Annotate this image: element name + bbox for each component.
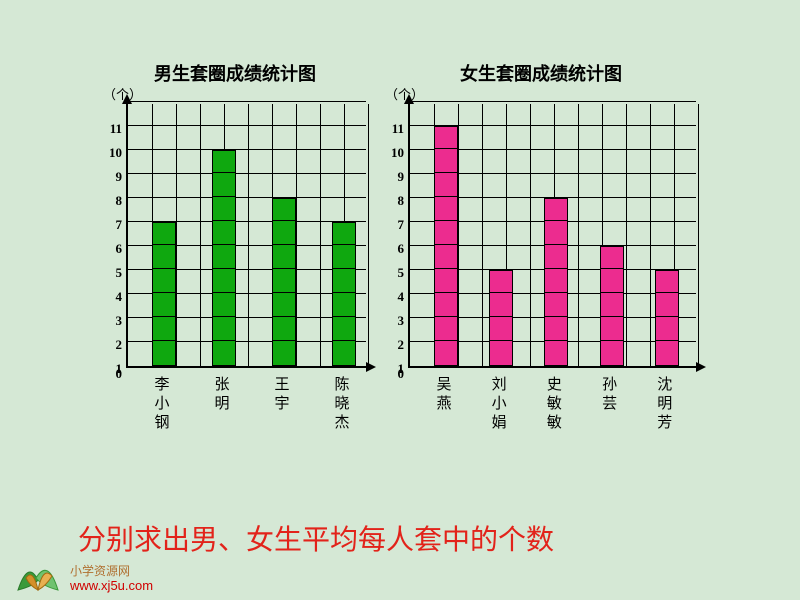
plot-area xyxy=(408,104,696,368)
bar xyxy=(600,246,624,366)
leaf-logo-icon xyxy=(8,550,68,594)
y-tick: 5 xyxy=(386,255,404,279)
chart-title: 男生套圈成绩统计图 xyxy=(154,60,316,86)
y-tick: 7 xyxy=(386,207,404,231)
y-tick: 0 xyxy=(116,366,123,382)
y-tick: 3 xyxy=(104,303,122,327)
x-label: 孙芸 xyxy=(602,376,617,414)
x-label: 沈明芳 xyxy=(657,376,672,432)
footer: 小学资源网 www.xj5u.com xyxy=(8,550,153,594)
y-tick: 11 xyxy=(104,111,122,135)
y-tick: 3 xyxy=(386,303,404,327)
x-label: 刘小娟 xyxy=(492,376,507,432)
x-label: 王宇 xyxy=(274,376,289,414)
y-tick: 8 xyxy=(104,183,122,207)
y-tick: 4 xyxy=(104,279,122,303)
bar xyxy=(489,270,513,366)
y-axis-arrow-icon xyxy=(122,94,132,104)
y-tick: 9 xyxy=(104,159,122,183)
bar xyxy=(152,222,176,366)
y-tick: 5 xyxy=(104,255,122,279)
bar xyxy=(212,150,236,366)
y-tick: 8 xyxy=(386,183,404,207)
boys-chart: 男生套圈成绩统计图（个）12345678910110李小钢张明王宇陈晓杰 xyxy=(104,60,366,446)
y-tick: 6 xyxy=(104,231,122,255)
y-tick: 10 xyxy=(104,135,122,159)
bar xyxy=(272,198,296,366)
footer-cn-text: 小学资源网 xyxy=(70,564,153,578)
bar xyxy=(332,222,356,366)
y-tick: 0 xyxy=(398,366,405,382)
x-label: 吴燕 xyxy=(436,376,451,414)
bar xyxy=(544,198,568,366)
y-tick: 2 xyxy=(386,327,404,351)
charts-row: 男生套圈成绩统计图（个）12345678910110李小钢张明王宇陈晓杰女生套圈… xyxy=(0,0,800,446)
y-tick: 7 xyxy=(104,207,122,231)
x-label: 史敏敏 xyxy=(547,376,562,432)
y-tick: 2 xyxy=(104,327,122,351)
x-label: 陈晓杰 xyxy=(334,376,349,432)
x-label: 张明 xyxy=(214,376,229,414)
y-tick: 9 xyxy=(386,159,404,183)
bar xyxy=(655,270,679,366)
y-tick: 10 xyxy=(386,135,404,159)
bar xyxy=(434,126,458,366)
girls-chart: 女生套圈成绩统计图（个）12345678910110吴燕刘小娟史敏敏孙芸沈明芳 xyxy=(386,60,696,446)
y-tick: 6 xyxy=(386,231,404,255)
plot-area xyxy=(126,104,366,368)
chart-title: 女生套圈成绩统计图 xyxy=(460,60,622,86)
y-tick: 4 xyxy=(386,279,404,303)
y-tick: 11 xyxy=(386,111,404,135)
x-label: 李小钢 xyxy=(154,376,169,432)
footer-url-text: www.xj5u.com xyxy=(70,578,153,594)
y-axis-arrow-icon xyxy=(404,94,414,104)
